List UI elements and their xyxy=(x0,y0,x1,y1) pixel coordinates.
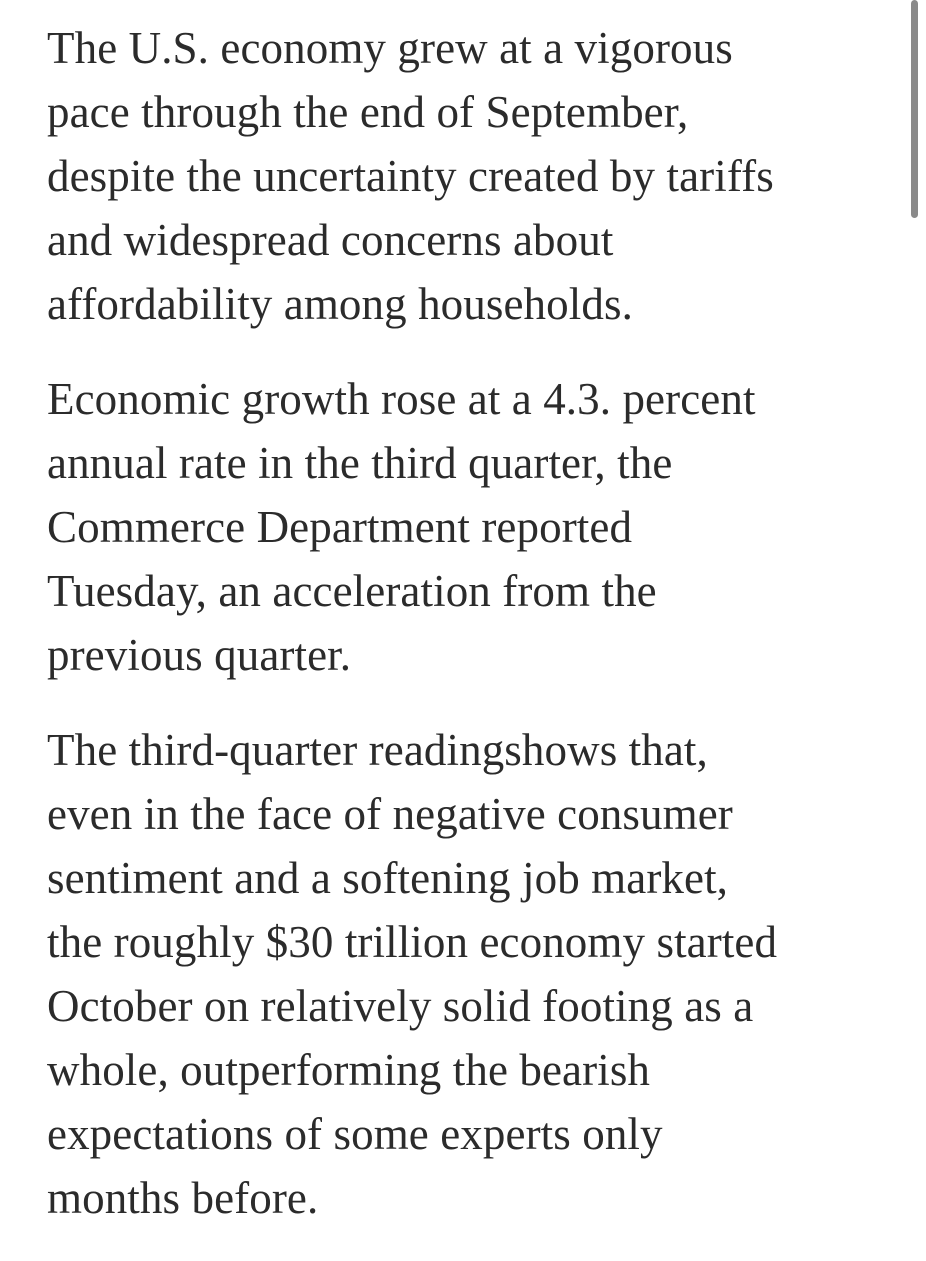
text-line: expectations of some experts only xyxy=(47,1109,663,1159)
text-line: affordability among households. xyxy=(47,279,633,329)
text-line: even in the face of negative consumer xyxy=(47,789,733,839)
text-line: whole, outperforming the bearish xyxy=(47,1045,651,1095)
text-line: and widespread concerns about xyxy=(47,215,614,265)
text-line: sentiment and a softening job market, xyxy=(47,853,729,903)
paragraph-3: The third-quarter readingshows that, eve… xyxy=(47,718,897,1230)
text-line: The third-quarter readingshows that, xyxy=(47,725,708,775)
text-line: pace through the end of September, xyxy=(47,87,689,137)
text-line: months before. xyxy=(47,1173,319,1223)
text-line: previous quarter. xyxy=(47,630,352,680)
text-line: October on relatively solid footing as a xyxy=(47,981,754,1031)
text-line: Economic growth rose at a 4.3. percent xyxy=(47,374,756,424)
text-line: the roughly $30 trillion economy started xyxy=(47,917,778,967)
text-line: Commerce Department reported xyxy=(47,502,633,552)
text-line: The U.S. economy grew at a vigorous xyxy=(47,23,733,73)
paragraph-2: Economic growth rose at a 4.3. percent a… xyxy=(47,367,897,687)
paragraph-1: The U.S. economy grew at a vigorous pace… xyxy=(47,16,897,336)
text-line: Tuesday, an acceleration from the xyxy=(47,566,657,616)
text-line: annual rate in the third quarter, the xyxy=(47,438,673,488)
scrollbar-thumb[interactable] xyxy=(911,0,918,218)
text-line: despite the uncertainty created by tarif… xyxy=(47,151,774,201)
article-body: The U.S. economy grew at a vigorous pace… xyxy=(47,16,897,1261)
